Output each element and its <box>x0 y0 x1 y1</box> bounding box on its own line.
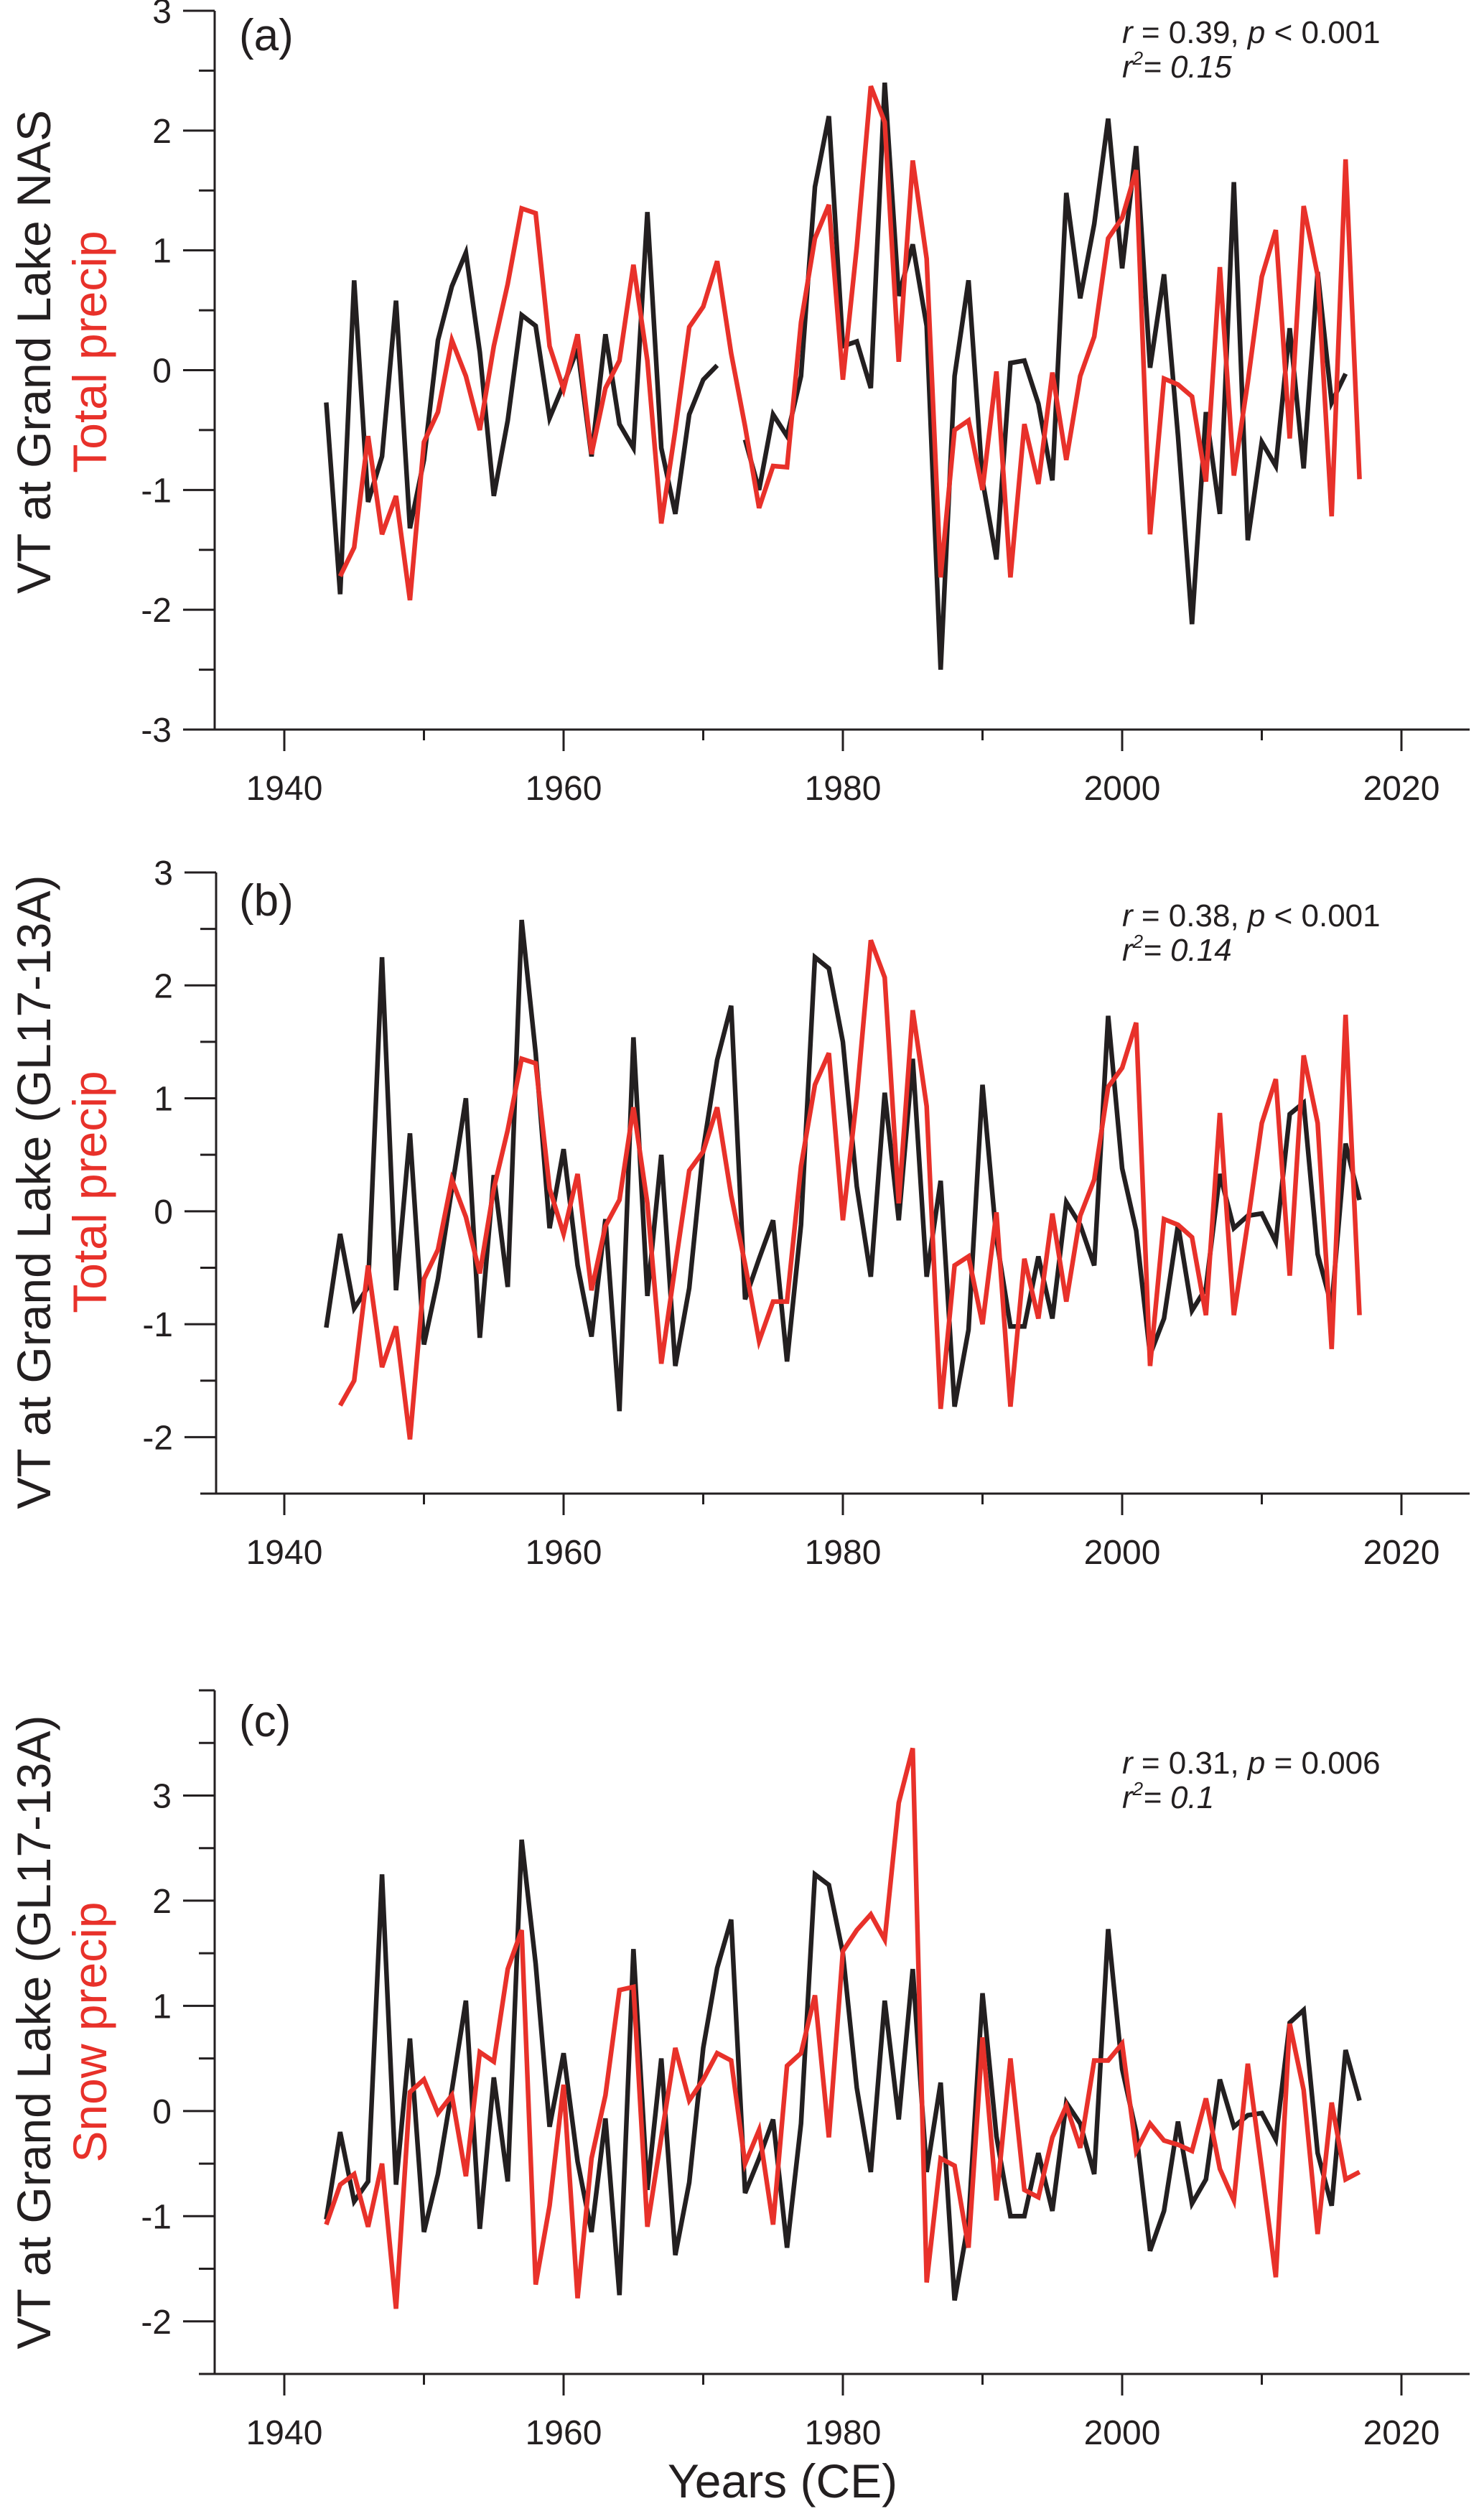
x-tick-label: 2000 <box>1084 1534 1161 1572</box>
series-line-total-precip <box>337 85 1362 601</box>
x-tick-label: 2020 <box>1363 2414 1440 2452</box>
series-line-total-precip <box>337 939 1362 1440</box>
y-tick-label: -3 <box>141 712 172 750</box>
correlation-stat: r = 0.38, p < 0.001 <box>1122 898 1381 933</box>
x-tick-label: 1960 <box>526 770 602 808</box>
x-tick-label: 1940 <box>246 770 323 808</box>
y-axis-label-precip: Snow precip <box>63 1901 116 2162</box>
y-tick-label: -2 <box>141 592 172 630</box>
x-tick-label: 2020 <box>1363 770 1440 808</box>
y-tick-label: 2 <box>154 967 173 1005</box>
x-tick-label: 1980 <box>805 2414 882 2452</box>
y-axis-label-vt: VT at Grand Lake (GL17-13A) <box>7 875 60 1509</box>
correlation-stat: r = 0.39, p < 0.001 <box>1122 15 1381 50</box>
x-tick-label: 1980 <box>805 770 882 808</box>
x-tick-label: 1940 <box>246 1534 323 1572</box>
y-tick-label: -1 <box>141 472 172 510</box>
r-squared-stat: r2= 0.14 <box>1122 931 1232 968</box>
panel-label: (a) <box>239 11 294 60</box>
y-tick-label: -1 <box>142 1306 173 1344</box>
y-tick-label: -1 <box>141 2198 172 2236</box>
x-tick-label: 2000 <box>1084 770 1161 808</box>
series-line-snow-precip <box>324 1747 1361 2309</box>
series-line-vt <box>324 919 1362 1412</box>
y-tick-label: 0 <box>154 1193 173 1231</box>
correlation-stat: r = 0.31, p = 0.006 <box>1122 1746 1381 1781</box>
y-tick-label: -2 <box>142 1419 173 1457</box>
panel-label: (b) <box>239 876 294 926</box>
x-tick-label: 1980 <box>805 1534 882 1572</box>
y-tick-label: 1 <box>152 1988 172 2026</box>
series-line-vt <box>324 1839 1362 2301</box>
r-squared-stat: r2= 0.15 <box>1122 47 1232 85</box>
series-line-vt <box>324 212 719 595</box>
panel-b: -2 -1 0 1 2 3 1940 1960 1980 2000 2020 (b) r = 0.38,… <box>7 855 1470 1572</box>
y-tick-label: 2 <box>152 113 172 151</box>
y-axis-label-precip: Total precip <box>63 231 116 473</box>
panel-c: -2 -1 0 1 2 3 1940 1960 1980 2000 2020 (c) r = 0.31,… <box>7 1689 1470 2452</box>
y-tick-label: 3 <box>154 855 173 893</box>
x-tick-label: 1960 <box>526 1534 602 1572</box>
series-line-vt <box>742 82 1348 670</box>
y-axis-label-precip: Total precip <box>63 1071 116 1313</box>
panel-a: -3 -2 -1 0 1 2 3 1940 1960 1980 2000 2020 (a) r = 0.3… <box>7 0 1470 808</box>
y-axis-label-vt: VT at Grand Lake NAS <box>7 110 60 594</box>
x-tick-label: 2000 <box>1084 2414 1161 2452</box>
y-tick-label: 1 <box>152 233 172 271</box>
y-tick-label: 3 <box>152 1777 172 1815</box>
y-tick-label: 0 <box>152 2093 172 2131</box>
x-tick-label: 1940 <box>246 2414 323 2452</box>
x-axis-label: Years (CE) <box>668 2454 897 2508</box>
y-tick-label: 1 <box>154 1081 173 1119</box>
y-tick-label: 3 <box>152 0 172 31</box>
y-tick-label: -2 <box>141 2304 172 2342</box>
x-tick-label: 2020 <box>1363 1534 1440 1572</box>
r-squared-stat: r2= 0.1 <box>1122 1778 1214 1815</box>
panel-label: (c) <box>239 1697 291 1746</box>
y-axis-label-vt: VT at Grand Lake (GL17-13A) <box>7 1715 60 2350</box>
y-tick-label: 0 <box>152 353 172 391</box>
x-tick-label: 1960 <box>526 2414 602 2452</box>
y-tick-label: 2 <box>152 1883 172 1921</box>
